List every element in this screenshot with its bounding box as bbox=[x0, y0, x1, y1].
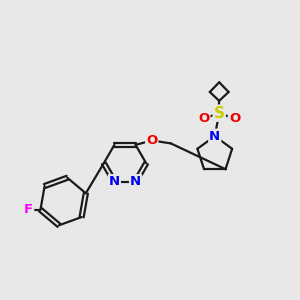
Text: N: N bbox=[130, 175, 141, 188]
Text: S: S bbox=[214, 106, 225, 121]
Text: O: O bbox=[198, 112, 209, 125]
Text: O: O bbox=[229, 112, 240, 125]
Text: N: N bbox=[209, 130, 220, 143]
Text: N: N bbox=[109, 175, 120, 188]
Text: F: F bbox=[24, 203, 33, 216]
Text: O: O bbox=[146, 134, 158, 147]
